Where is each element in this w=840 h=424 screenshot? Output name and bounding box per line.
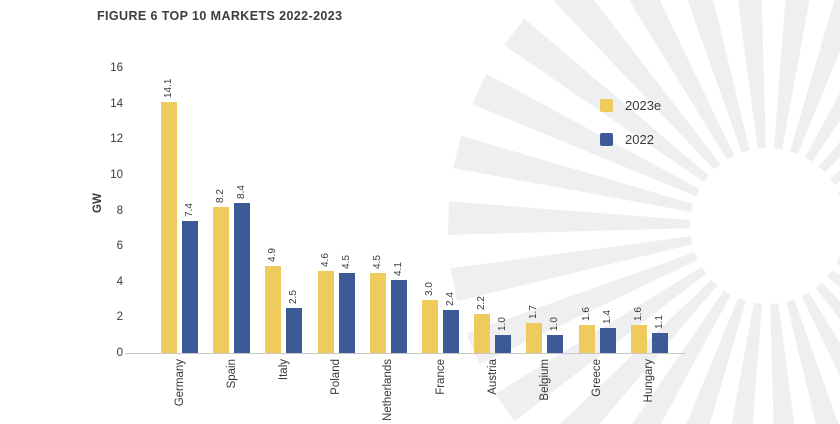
y-tick-label: 12 (110, 133, 123, 146)
sun-ray (731, 302, 762, 424)
sun-ray (801, 292, 840, 377)
bar-2022-poland (338, 272, 355, 353)
legend-swatch-2022 (600, 133, 613, 146)
y-tick-label: 14 (110, 97, 123, 110)
bar-value-label: 1.1 (653, 315, 665, 330)
sun-ray (450, 236, 693, 302)
legend-item-2023e: 2023e (600, 98, 661, 113)
y-tick-label: 4 (116, 275, 123, 288)
figure-title: FIGURE 6 TOP 10 MARKETS 2022-2023 (97, 9, 342, 23)
bar-2022-netherlands (390, 279, 407, 353)
bar-2023e-austria (474, 313, 491, 353)
bar-2022-spain (234, 203, 251, 353)
bar-2023e-germany (161, 101, 177, 353)
sun-ray (774, 0, 810, 150)
bar-value-label: 8.4 (236, 185, 248, 200)
x-tick-label-austria: Austria (486, 359, 499, 395)
bar-value-label: 8.2 (215, 189, 227, 203)
x-tick-label-france: France (434, 359, 447, 395)
legend: 2023e 2022 (600, 98, 661, 166)
y-tick-label: 0 (116, 347, 123, 359)
bar-value-label: 14.1 (163, 78, 174, 98)
y-tick-label: 10 (110, 168, 123, 181)
sun-ray (829, 170, 840, 186)
y-tick-label: 6 (116, 240, 123, 253)
sun-ray (805, 92, 840, 162)
sun-ray (815, 282, 840, 320)
bar-value-label: 4.5 (371, 254, 383, 269)
sun-ray (836, 255, 840, 265)
x-tick-label-hungary: Hungary (643, 359, 656, 403)
bar-value-label: 1.7 (528, 304, 540, 319)
y-tick-label: 2 (116, 311, 123, 324)
bar-2023e-poland (317, 271, 334, 353)
bar-value-label: 4.6 (319, 253, 331, 268)
sun-ray (786, 299, 839, 424)
x-axis-line (125, 353, 685, 354)
x-tick-label-spain: Spain (225, 359, 238, 389)
bar-2022-austria (495, 335, 512, 353)
bar-2023e-france (422, 299, 438, 353)
figure-title-text: TOP 10 MARKETS 2022-2023 (161, 9, 343, 23)
x-tick-label-belgium: Belgium (538, 359, 551, 401)
bar-2023e-italy (265, 265, 282, 353)
bar-2022-france (443, 310, 459, 353)
bar-value-label: 1.6 (580, 306, 592, 321)
figure-title-prefix: FIGURE 6 (97, 9, 158, 23)
bar-2022-italy (286, 308, 303, 353)
bar-2022-greece (599, 328, 616, 353)
bar-value-label: 7.4 (184, 203, 195, 218)
y-tick-label: 8 (116, 204, 123, 217)
sun-ray (472, 73, 700, 197)
legend-label-2022: 2022 (625, 132, 654, 147)
bar-value-label: 1.4 (601, 310, 613, 325)
bar-2022-hungary (651, 333, 668, 353)
bar-value-label: 1.0 (497, 317, 509, 332)
bar-value-label: 4.1 (392, 262, 404, 276)
x-tick-label-germany: Germany (173, 359, 186, 407)
sun-ray (790, 0, 840, 154)
y-tick-label: 16 (110, 62, 123, 74)
sun-ray (818, 141, 840, 173)
legend-label-2023e: 2023e (625, 98, 662, 113)
sun-ray (827, 270, 840, 288)
bar-value-label: 1.6 (632, 306, 644, 321)
legend-item-2022: 2022 (600, 132, 661, 147)
bar-value-label: 2.5 (288, 290, 300, 305)
bar-value-label: 4.5 (340, 254, 352, 269)
bar-2023e-netherlands (369, 272, 386, 353)
bar-2022-germany (182, 221, 198, 353)
bar-2023e-greece (578, 324, 595, 353)
x-tick-label-greece: Greece (591, 359, 604, 397)
bar-2022-belgium (547, 335, 564, 353)
sun-ray (737, 0, 766, 149)
sun-ray (770, 303, 795, 424)
legend-swatch-2023e (600, 99, 613, 112)
sun-ray (448, 201, 691, 235)
bar-value-label: 3.0 (424, 281, 435, 296)
bar-value-label: 1.0 (549, 317, 561, 332)
x-tick-label-netherlands: Netherlands (382, 359, 395, 422)
bar-2023e-spain (213, 206, 230, 353)
bar-value-label: 2.4 (445, 292, 456, 307)
sun-ray (560, 279, 718, 424)
bar-2023e-belgium (526, 322, 543, 353)
x-tick-label-poland: Poland (330, 359, 343, 395)
bar-2023e-hungary (630, 324, 647, 353)
bar-value-label: 2.2 (476, 295, 488, 310)
bar-value-label: 4.9 (267, 247, 279, 262)
x-tick-label-italy: Italy (277, 359, 290, 381)
sun-ray (687, 0, 750, 153)
